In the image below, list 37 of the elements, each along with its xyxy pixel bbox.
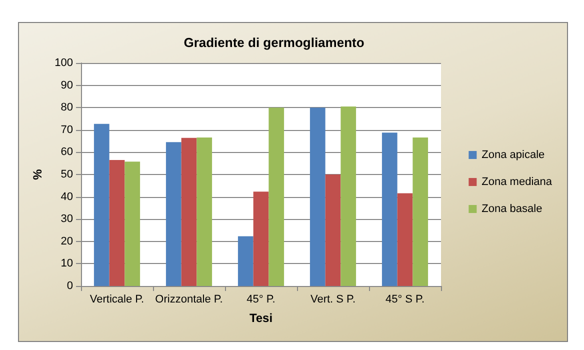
bar <box>196 137 212 286</box>
bar <box>412 137 428 286</box>
bar <box>94 124 110 286</box>
bar <box>166 142 182 286</box>
y-axis-title: % <box>30 168 45 180</box>
y-tick-label: 20 <box>60 235 73 248</box>
y-tick-label: 30 <box>60 213 73 226</box>
x-tick-label: Verticale P. <box>90 294 144 306</box>
bar <box>238 236 254 286</box>
bar <box>268 108 284 286</box>
chart-title: Gradiente di germogliamento <box>184 35 364 50</box>
bar <box>325 174 341 286</box>
y-tick-label: 90 <box>60 79 73 92</box>
y-tick-label: 60 <box>60 146 73 158</box>
x-tick-label: 45° P. <box>246 294 276 306</box>
y-tick-label: 50 <box>60 168 73 180</box>
y-tick-label: 0 <box>66 280 73 292</box>
bar <box>253 192 269 286</box>
legend-label: Zona apicale <box>482 149 545 161</box>
bar <box>310 108 326 286</box>
bar <box>109 160 125 286</box>
legend-label: Zona mediana <box>482 176 553 188</box>
x-tick-label: 45° S P. <box>385 294 425 306</box>
y-tick-label: 70 <box>60 124 73 136</box>
bar <box>397 193 413 286</box>
bar <box>181 138 197 286</box>
x-tick-label: Orizzontale P. <box>155 294 223 306</box>
bar <box>382 132 398 286</box>
y-tick-label: 80 <box>60 102 73 114</box>
y-tick-label: 40 <box>60 190 73 203</box>
x-axis-title: Tesi <box>249 311 273 325</box>
y-tick-label: 100 <box>54 57 73 69</box>
bar <box>124 162 140 286</box>
x-tick-label: Vert. S P. <box>310 294 356 306</box>
legend-label: Zona basale <box>482 203 542 215</box>
y-tick-label: 10 <box>60 258 73 270</box>
bar <box>340 106 356 286</box>
